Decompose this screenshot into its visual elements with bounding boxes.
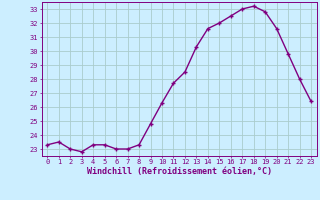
- X-axis label: Windchill (Refroidissement éolien,°C): Windchill (Refroidissement éolien,°C): [87, 167, 272, 176]
